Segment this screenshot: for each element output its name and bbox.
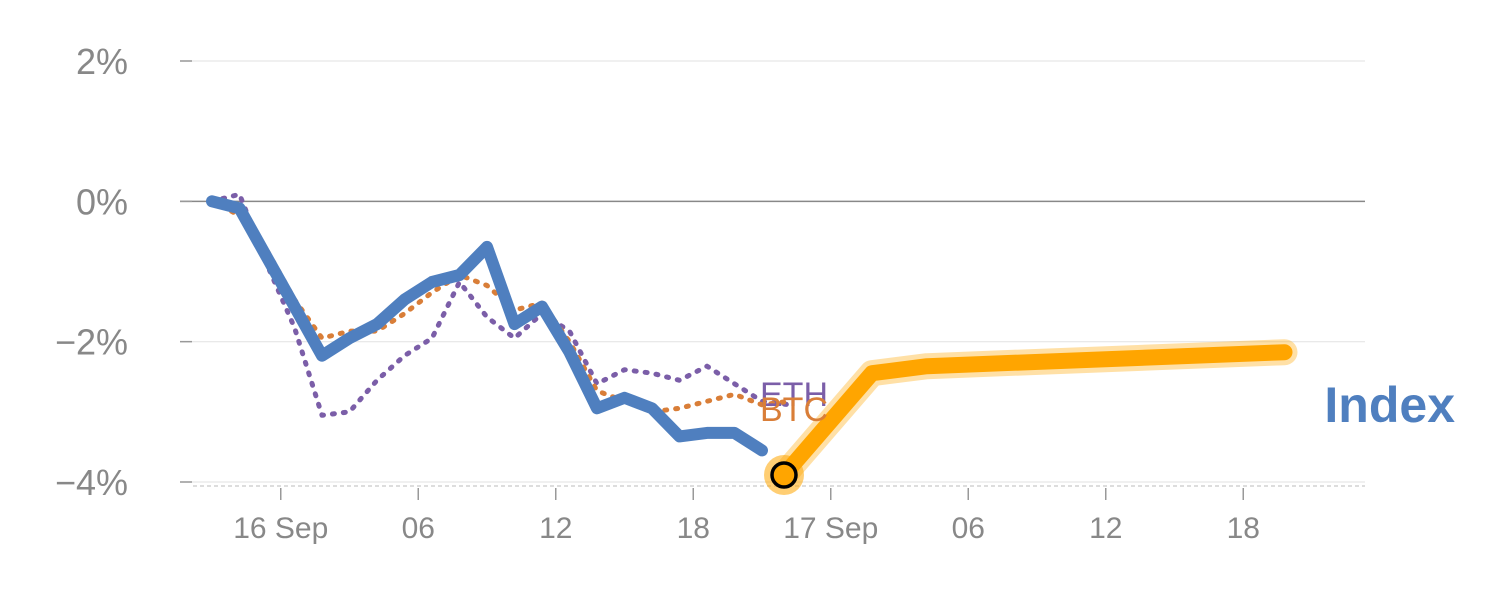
series-line-eth bbox=[209, 191, 792, 418]
x-tick-label: 06 bbox=[402, 512, 435, 545]
series-label-eth: ETH bbox=[760, 376, 828, 414]
y-tick-label: 2% bbox=[76, 41, 128, 82]
x-tick-label: 06 bbox=[952, 512, 985, 545]
series-label-index: Index bbox=[1324, 377, 1455, 433]
series-line-index bbox=[206, 195, 768, 457]
x-tick-label: 18 bbox=[1227, 512, 1260, 545]
y-tick-label: −2% bbox=[55, 322, 128, 363]
x-tick-label: 17 Sep bbox=[783, 512, 878, 545]
y-tick-label: 0% bbox=[76, 181, 128, 222]
current-point-marker bbox=[770, 461, 798, 489]
x-tick-label: 16 Sep bbox=[233, 512, 328, 545]
y-tick-label: −4% bbox=[55, 462, 128, 503]
x-tick-label: 12 bbox=[1089, 512, 1122, 545]
series-label-btc: BTC bbox=[760, 391, 828, 429]
x-tick-label: 12 bbox=[539, 512, 572, 545]
series-line-highlight-halo bbox=[771, 339, 1298, 488]
series-line-highlight bbox=[776, 344, 1293, 483]
x-tick-label: 18 bbox=[677, 512, 710, 545]
